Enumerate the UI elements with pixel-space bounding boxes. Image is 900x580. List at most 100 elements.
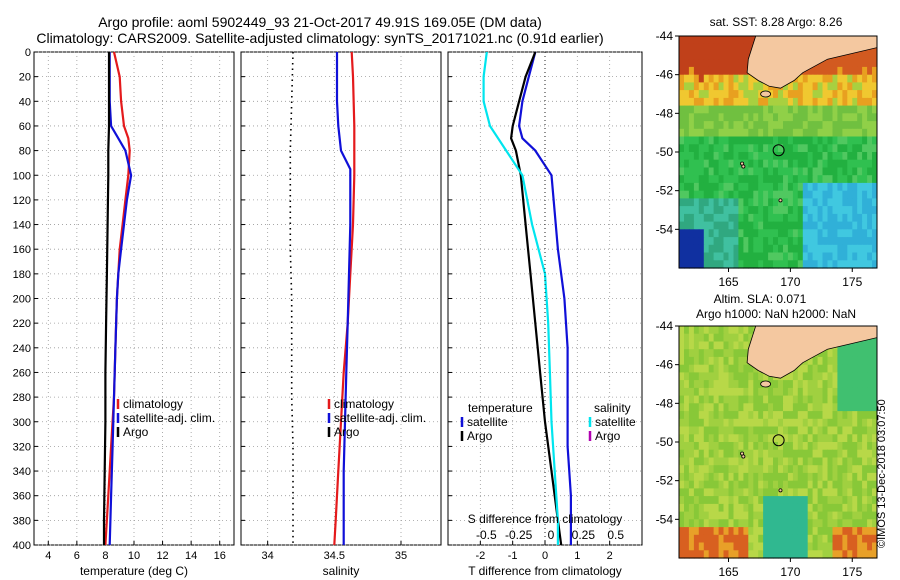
map-cell bbox=[812, 434, 819, 443]
map-cell bbox=[802, 152, 809, 161]
map-cell bbox=[743, 237, 749, 246]
map-cell bbox=[862, 349, 868, 358]
map-cell bbox=[728, 182, 734, 192]
map-cell bbox=[708, 190, 715, 199]
map-cell bbox=[738, 152, 744, 161]
map-cell bbox=[792, 496, 799, 505]
map-cell bbox=[733, 144, 739, 153]
map-cell bbox=[852, 511, 858, 520]
map-cell bbox=[684, 380, 690, 389]
map-cell bbox=[822, 434, 828, 443]
map-cell bbox=[753, 527, 759, 536]
map-x-tick-label: 170 bbox=[780, 565, 800, 579]
map-cell bbox=[807, 372, 814, 381]
map-cell bbox=[698, 449, 705, 458]
map-cell bbox=[857, 105, 863, 114]
map-cell bbox=[748, 333, 754, 342]
map-cell bbox=[832, 128, 838, 138]
map-cell bbox=[703, 395, 710, 404]
map-cell bbox=[872, 519, 878, 528]
map-cell bbox=[698, 326, 705, 335]
map-cell bbox=[768, 395, 774, 404]
map-cell bbox=[733, 434, 739, 443]
map-cell bbox=[802, 190, 809, 199]
map-cell bbox=[768, 503, 774, 513]
map-cell bbox=[842, 341, 848, 350]
map-cell bbox=[842, 411, 848, 420]
map-cell bbox=[703, 59, 710, 68]
map-cell bbox=[872, 113, 878, 122]
map-cell bbox=[773, 229, 779, 238]
map-cell bbox=[738, 51, 744, 60]
map-cell bbox=[842, 97, 848, 107]
map-cell bbox=[703, 221, 710, 230]
map-cell bbox=[842, 488, 848, 497]
map-cell bbox=[837, 182, 843, 192]
map-cell bbox=[758, 213, 764, 223]
map-cell bbox=[778, 152, 784, 161]
map-cell bbox=[684, 221, 690, 230]
map-cell bbox=[753, 175, 759, 184]
map-cell bbox=[738, 59, 744, 68]
map-cell bbox=[743, 326, 749, 335]
map-cell bbox=[693, 442, 700, 451]
map-cell bbox=[797, 442, 804, 451]
map-cell bbox=[862, 442, 868, 451]
map-cell bbox=[693, 488, 700, 497]
map-cell bbox=[708, 244, 715, 254]
map-cell bbox=[703, 380, 710, 389]
map-cell bbox=[852, 372, 858, 381]
map-cell bbox=[787, 480, 794, 489]
map-cell bbox=[753, 260, 759, 269]
map-cell bbox=[693, 527, 700, 536]
map-cell bbox=[693, 411, 700, 420]
map-cell bbox=[872, 457, 878, 466]
map-cell bbox=[733, 534, 739, 544]
map-cell bbox=[723, 534, 729, 544]
map-cell bbox=[753, 136, 759, 145]
map-cell bbox=[847, 364, 853, 373]
map-cell bbox=[753, 221, 759, 230]
map-cell bbox=[797, 198, 804, 207]
map-cell bbox=[817, 519, 824, 528]
map-cell bbox=[872, 403, 878, 412]
map-cell bbox=[698, 511, 705, 520]
map-cell bbox=[743, 534, 749, 544]
map-cell bbox=[783, 221, 789, 230]
map-cell bbox=[693, 152, 700, 161]
map-cell bbox=[872, 74, 878, 83]
map-cell bbox=[827, 449, 833, 458]
map-cell bbox=[797, 457, 804, 466]
map-cell bbox=[872, 144, 878, 153]
map-cell bbox=[723, 59, 729, 68]
map-cell bbox=[817, 136, 824, 145]
map-cell bbox=[738, 121, 744, 130]
map-cell bbox=[862, 449, 868, 458]
map-cell bbox=[684, 472, 690, 482]
map-cell bbox=[852, 136, 858, 145]
map-cell bbox=[743, 128, 749, 138]
map-cell bbox=[867, 488, 873, 497]
map-cell bbox=[693, 349, 700, 358]
map-cell bbox=[688, 411, 695, 420]
map-cell bbox=[812, 121, 819, 130]
map-cell bbox=[718, 244, 725, 254]
map-cell bbox=[679, 434, 685, 443]
map-cell bbox=[812, 175, 819, 184]
map-cell bbox=[703, 519, 710, 528]
map-cell bbox=[723, 356, 729, 366]
map-cell bbox=[822, 356, 828, 366]
map-cell bbox=[862, 496, 868, 505]
map-cell bbox=[748, 449, 754, 458]
map-cell bbox=[738, 380, 744, 389]
map-cell bbox=[797, 550, 804, 559]
map-cell bbox=[822, 395, 828, 404]
map-cell bbox=[748, 252, 754, 261]
map-cell bbox=[738, 128, 744, 138]
map-cell bbox=[713, 356, 720, 366]
map-cell bbox=[713, 534, 720, 544]
map-cell bbox=[783, 105, 789, 114]
map-cell bbox=[693, 449, 700, 458]
map-cell bbox=[778, 519, 784, 528]
map-cell bbox=[778, 105, 784, 114]
